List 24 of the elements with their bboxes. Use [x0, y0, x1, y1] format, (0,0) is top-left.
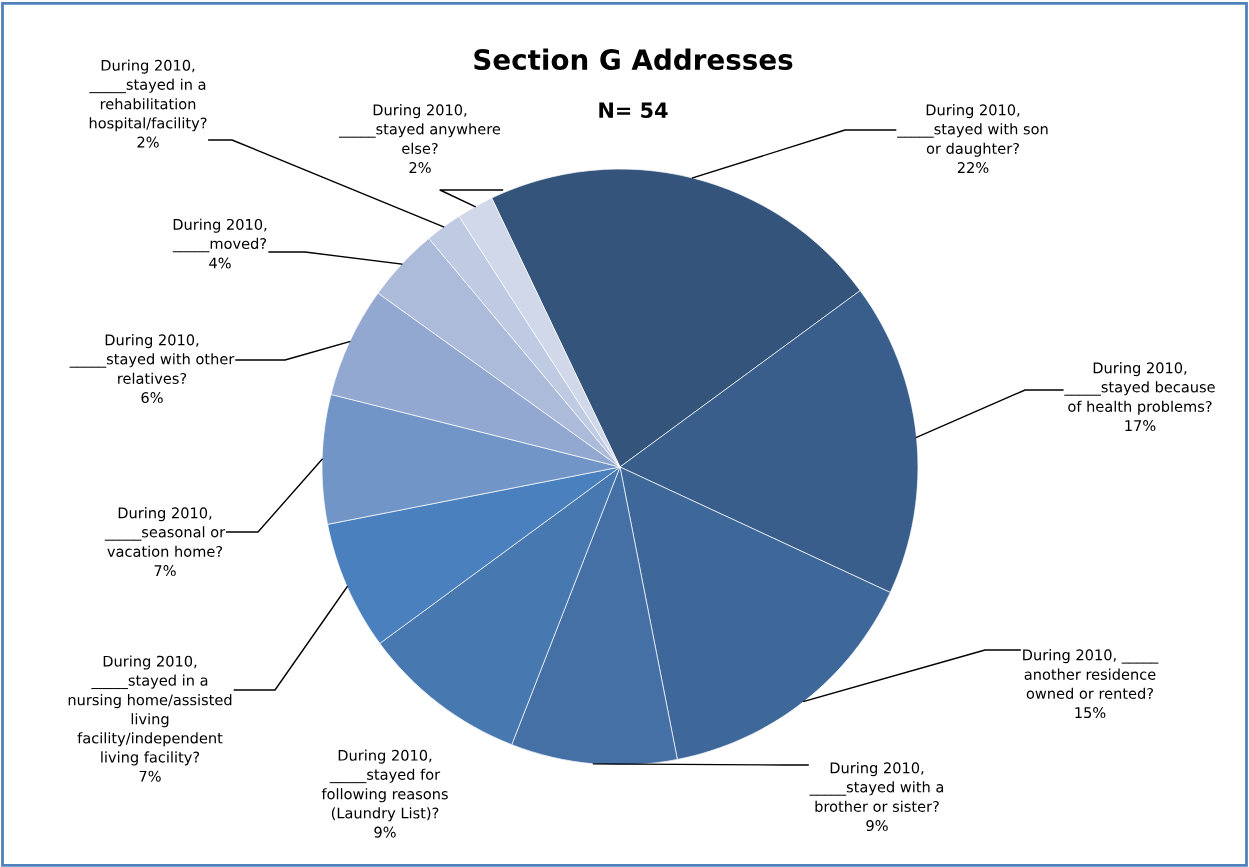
chart-title: Section G Addresses [474, 48, 793, 71]
slice-label: During 2010, _____stayed because of health problems? [1064, 362, 1215, 415]
slice-label: During 2010, _____stayed in a rehabilitation hospital/facility? [89, 59, 207, 132]
slice-label: During 2010, _____stayed with other relatives? [69, 334, 235, 384]
slice-label: During 2010, _____stayed anywhere else? [338, 104, 501, 154]
slice-label: During 2010, _____stayed in a nursing home/assisted living facility/independent living facility? [68, 655, 232, 766]
data-label: 22% [957, 162, 989, 174]
data-label: 17% [1125, 420, 1156, 432]
slice-label: During 2010, _____seasonal or vacation home? [104, 507, 226, 557]
slice-label: During 2010, _____stayed for following reasons (Laundry List)? [321, 749, 448, 822]
data-label: 7% [154, 565, 176, 577]
slice-label: During 2010, _____moved? [172, 218, 267, 253]
slice-label: During 2010, _____stayed with son or daughter? [897, 104, 1048, 157]
data-label: 9% [866, 820, 888, 832]
data-label: 9% [374, 826, 396, 838]
slice-label: During 2010, _____ another residence owned or rented? [1023, 649, 1159, 699]
data-label: 6% [141, 392, 163, 404]
data-label: 15% [1075, 707, 1106, 719]
data-label: 2% [409, 162, 431, 174]
slice-label: During 2010, _____stayed with a brother or sister? [809, 762, 944, 812]
text: N= 54 [599, 102, 668, 119]
data-label: 4% [209, 257, 231, 269]
data-label: 2% [137, 136, 159, 148]
data-label: 7% [139, 770, 161, 782]
